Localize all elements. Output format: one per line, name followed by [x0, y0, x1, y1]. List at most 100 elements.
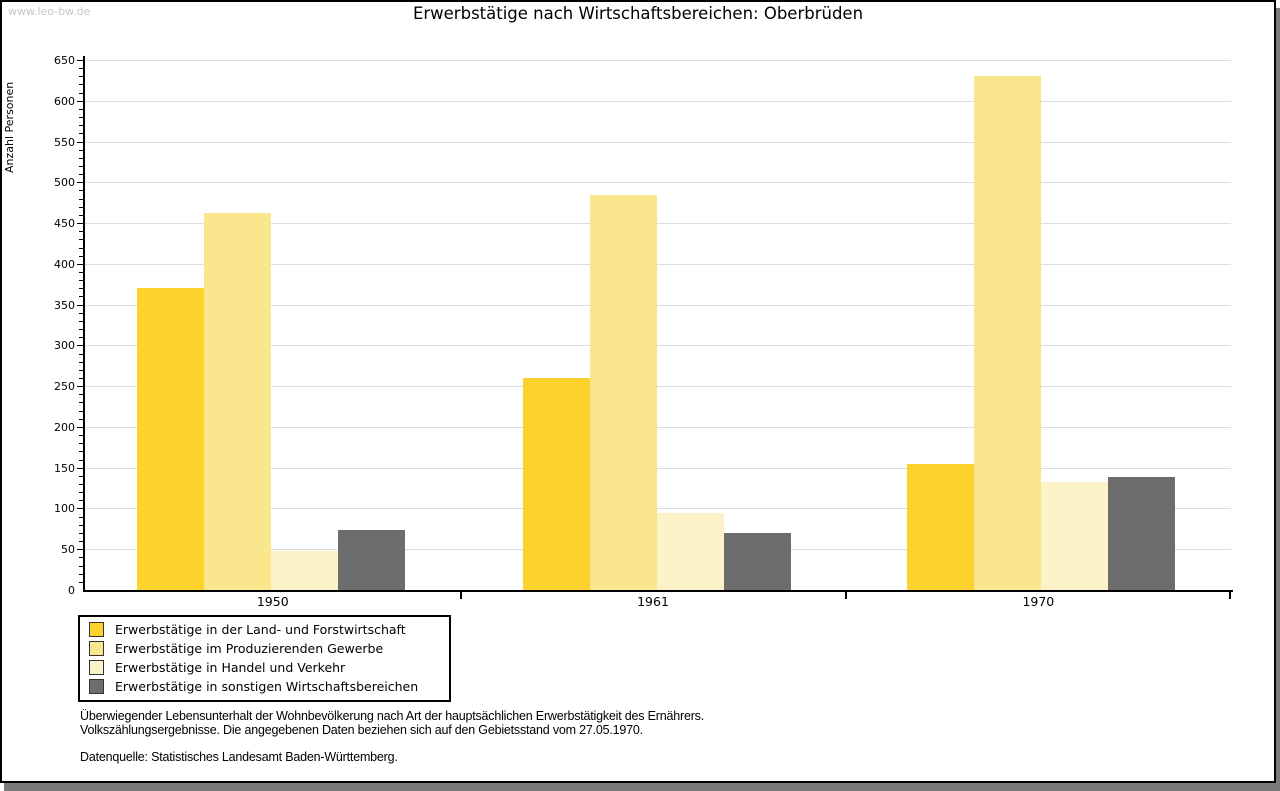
gridline	[85, 264, 1231, 265]
y-tick-minor	[79, 190, 83, 191]
chart-title: Erwerbstätige nach Wirtschaftsbereichen:…	[412, 4, 864, 23]
y-tick-minor	[79, 133, 83, 134]
y-tick-minor	[79, 484, 83, 485]
y-tick-minor	[79, 207, 83, 208]
y-tick-label: 500	[54, 176, 75, 189]
y-tick-major	[77, 142, 83, 143]
footnotes: Überwiegender Lebensunterhalt der Wohnbe…	[80, 709, 704, 765]
y-tick-minor	[79, 321, 83, 322]
gridline	[85, 508, 1231, 509]
x-axis-line	[83, 590, 1233, 592]
y-tick-minor	[79, 476, 83, 477]
y-tick-minor	[79, 93, 83, 94]
gridline	[85, 345, 1231, 346]
y-tick-minor	[79, 402, 83, 403]
footnote-line1: Überwiegender Lebensunterhalt der Wohnbe…	[80, 709, 704, 723]
legend-swatch	[89, 679, 104, 694]
legend-swatch	[89, 660, 104, 675]
y-tick-minor	[79, 443, 83, 444]
gridline	[85, 101, 1231, 102]
y-tick-minor	[79, 288, 83, 289]
y-tick-minor	[79, 582, 83, 583]
legend-item: Erwerbstätige in sonstigen Wirtschaftsbe…	[80, 677, 449, 696]
bar-1950-series4	[338, 530, 405, 590]
bar-1970-series3	[1041, 482, 1108, 590]
y-tick-label: 350	[54, 299, 75, 312]
y-tick-minor	[79, 239, 83, 240]
y-tick-label: 100	[54, 502, 75, 515]
y-tick-minor	[79, 313, 83, 314]
y-tick-minor	[79, 76, 83, 77]
y-tick-minor	[79, 525, 83, 526]
legend-swatch	[89, 641, 104, 656]
y-tick-major	[77, 508, 83, 509]
bar-1961-series1	[522, 378, 590, 590]
y-tick-minor	[79, 394, 83, 395]
legend-swatch	[89, 622, 104, 637]
gridline	[85, 305, 1231, 306]
legend-label: Erwerbstätige im Produzierenden Gewerbe	[115, 641, 384, 656]
y-axis-line	[83, 56, 85, 592]
y-tick-minor	[79, 68, 83, 69]
bar-1961-series4	[723, 533, 791, 590]
y-tick-label: 200	[54, 421, 75, 434]
y-tick-major	[77, 305, 83, 306]
y-tick-minor	[79, 354, 83, 355]
y-tick-minor	[79, 362, 83, 363]
y-tick-major	[77, 549, 83, 550]
gridline	[85, 386, 1231, 387]
footnote-line2: Volkszählungsergebnisse. Die angegebenen…	[80, 722, 643, 737]
y-tick-major	[77, 468, 83, 469]
y-tick-minor	[79, 500, 83, 501]
footnote-source: Datenquelle: Statistisches Landesamt Bad…	[80, 750, 398, 764]
plot-area: 0 50 100 150 200 250 300 350 400 450 500 550 600 650 1…	[54, 54, 1233, 609]
bar-1950-series1	[137, 288, 204, 590]
y-tick-minor	[79, 492, 83, 493]
y-tick-minor	[79, 248, 83, 249]
y-tick-minor	[79, 411, 83, 412]
y-tick-minor	[79, 419, 83, 420]
bar-1970-series1	[907, 464, 974, 590]
y-tick-major	[77, 264, 83, 265]
y-tick-minor	[79, 215, 83, 216]
y-tick-minor	[79, 451, 83, 452]
y-tick-minor	[79, 460, 83, 461]
bar-1970-series4	[1108, 477, 1175, 590]
legend-item: Erwerbstätige in der Land- und Forstwirt…	[80, 620, 449, 639]
bar-1961-series2	[589, 195, 657, 590]
y-tick-label: 400	[54, 258, 75, 271]
y-tick-minor	[79, 329, 83, 330]
y-tick-minor	[79, 117, 83, 118]
y-tick-minor	[79, 574, 83, 575]
y-tick-minor	[79, 125, 83, 126]
y-tick-minor	[79, 158, 83, 159]
gridline	[85, 223, 1231, 224]
y-tick-label: 150	[54, 462, 75, 475]
x-category-label: 1970	[1022, 594, 1055, 609]
y-tick-minor	[79, 337, 83, 338]
gridline	[85, 142, 1231, 143]
y-axis-label: Anzahl Personen	[3, 81, 16, 173]
gridline	[85, 182, 1231, 183]
y-tick-minor	[79, 435, 83, 436]
y-tick-label: 250	[54, 380, 75, 393]
y-tick-minor	[79, 174, 83, 175]
x-tick	[460, 590, 462, 599]
y-tick-minor	[79, 166, 83, 167]
y-tick-minor	[79, 541, 83, 542]
x-tick	[845, 590, 847, 599]
y-tick-minor	[79, 378, 83, 379]
x-tick	[1229, 590, 1231, 599]
x-category-label: 1950	[256, 594, 289, 609]
y-tick-minor	[79, 272, 83, 273]
y-tick-minor	[79, 231, 83, 232]
gridline	[85, 60, 1231, 61]
legend-label: Erwerbstätige in sonstigen Wirtschaftsbe…	[115, 679, 419, 694]
y-tick-label: 50	[61, 543, 75, 556]
y-tick-label: 450	[54, 217, 75, 230]
bar-1950-series2	[204, 213, 271, 590]
y-tick-minor	[79, 370, 83, 371]
y-tick-major	[77, 386, 83, 387]
y-tick-minor	[79, 256, 83, 257]
legend-item: Erwerbstätige in Handel und Verkehr	[80, 658, 449, 677]
